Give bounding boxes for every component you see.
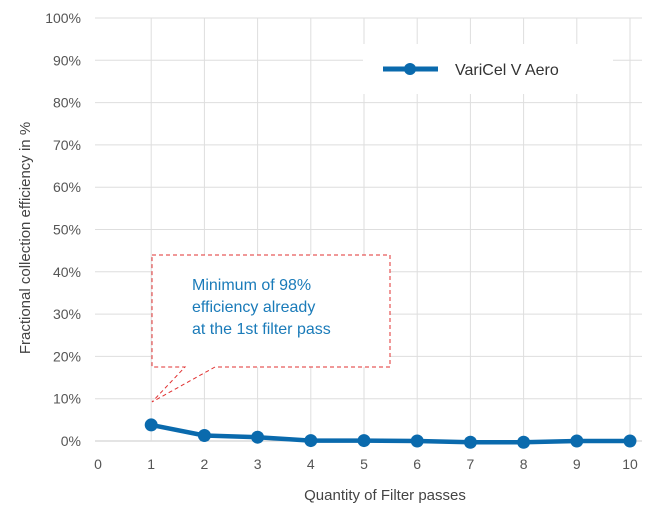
legend-label: VariCel V Aero <box>455 62 559 79</box>
x-tick-label: 5 <box>360 456 368 472</box>
x-tick-label: 3 <box>254 456 262 472</box>
y-axis-ticks: 0% 10% 20% 30% 40% 50% 60% 70% 80% 90% 100% <box>45 10 81 449</box>
x-tick-label: 0 <box>94 456 102 472</box>
x-tick-label: 9 <box>573 456 581 472</box>
y-tick-label: 60% <box>53 179 81 195</box>
annotation-line-2: efficiency already <box>192 299 315 316</box>
x-tick-label: 4 <box>307 456 315 472</box>
series-line <box>148 422 633 445</box>
x-axis-ticks: 0 1 2 3 4 5 6 7 8 9 10 <box>94 456 638 472</box>
y-tick-label: 80% <box>53 95 81 111</box>
data-point <box>410 434 424 448</box>
y-tick-label: 20% <box>53 348 81 364</box>
x-tick-label: 2 <box>201 456 209 472</box>
y-tick-label: 0% <box>61 433 81 449</box>
data-point <box>623 434 637 448</box>
data-point <box>357 434 371 448</box>
annotation-line-1: Minimum of 98% <box>192 277 311 294</box>
annotation-callout-border <box>151 254 391 403</box>
y-tick-label: 90% <box>53 52 81 68</box>
data-point <box>251 430 265 444</box>
y-tick-label: 70% <box>53 137 81 153</box>
legend-marker <box>404 63 416 75</box>
data-point <box>463 435 477 449</box>
data-point <box>570 434 584 448</box>
data-point <box>517 435 531 449</box>
y-tick-label: 10% <box>53 391 81 407</box>
y-axis-title: Fractional collection efficiency in % <box>17 122 34 354</box>
x-axis-title: Quantity of Filter passes <box>304 487 466 504</box>
series-layer <box>144 418 637 449</box>
y-tick-label: 100% <box>45 10 81 26</box>
y-tick-label: 50% <box>53 222 81 238</box>
data-point <box>304 434 318 448</box>
x-tick-label: 10 <box>622 456 638 472</box>
annotation-line-3: at the 1st filter pass <box>192 321 331 338</box>
annotation: Minimum of 98% efficiency already at the… <box>151 254 391 403</box>
data-point <box>144 418 158 432</box>
data-point <box>197 429 211 443</box>
x-tick-label: 1 <box>147 456 155 472</box>
y-tick-label: 30% <box>53 306 81 322</box>
x-tick-label: 7 <box>467 456 475 472</box>
y-tick-label: 40% <box>53 264 81 280</box>
legend: VariCel V Aero <box>363 44 613 94</box>
annotation-callout-fill <box>152 255 390 402</box>
x-tick-label: 8 <box>520 456 528 472</box>
x-tick-label: 6 <box>413 456 421 472</box>
